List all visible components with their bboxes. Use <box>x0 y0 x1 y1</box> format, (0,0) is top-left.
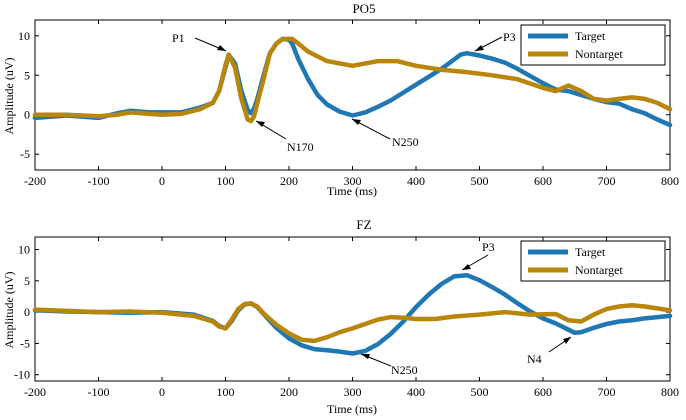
x-tick-label: 800 <box>661 385 679 399</box>
legend-label-target: Target <box>575 245 606 259</box>
y-tick-label: 5 <box>24 274 30 288</box>
annotation-n250-arrowhead <box>352 119 361 125</box>
annotations: P1 N170 N250 P3 <box>172 30 516 154</box>
series-line-nontarget <box>32 36 673 124</box>
y-tick-label: 10 <box>18 29 30 43</box>
series-layer <box>32 272 673 356</box>
series-line-nontarget <box>32 301 673 344</box>
x-ticks: -200 -100 0 100 200 300 400 500 600 700 800 <box>24 237 679 399</box>
x-tick-label: 700 <box>598 174 616 188</box>
x-tick-label: 200 <box>280 385 298 399</box>
annotation-p3: P3 <box>503 30 516 44</box>
x-ticks: -200 -100 0 100 200 300 400 500 600 700 800 <box>24 20 679 188</box>
x-tick-label: 700 <box>598 385 616 399</box>
panel-fz: FZ -10 -5 0 5 10 -200 -100 0 100 200 300 400 500 600… <box>2 217 679 416</box>
annotation-p3-arrowhead <box>462 264 471 270</box>
x-tick-label: 400 <box>407 385 425 399</box>
annotation-n4-arrowhead <box>563 337 571 344</box>
x-tick-label: 500 <box>471 385 489 399</box>
x-tick-label: 500 <box>471 174 489 188</box>
x-tick-label: 0 <box>159 174 165 188</box>
x-tick-label: 600 <box>534 385 552 399</box>
annotation-n250-arrowhead <box>361 354 370 359</box>
x-axis-label: Time (ms) <box>327 402 377 416</box>
annotation-p1: P1 <box>172 31 185 45</box>
panel-po5: PO5 -5 0 5 10 -200 -100 0 100 200 300 400 500 600 70… <box>2 1 679 198</box>
y-axis-label: Amplitude (uV) <box>2 272 16 349</box>
legend-label-nontarget: Nontarget <box>575 263 623 277</box>
annotations: P3 N250 N4 <box>360 240 572 377</box>
x-axis-label: Time (ms) <box>327 184 377 198</box>
x-tick-label: -100 <box>88 385 110 399</box>
x-tick-label: -200 <box>24 174 46 188</box>
y-tick-label: -10 <box>14 368 30 382</box>
annotation-n170-arrowhead <box>256 121 265 127</box>
y-ticks: -10 -5 0 5 10 <box>14 243 670 382</box>
x-tick-label: 400 <box>407 174 425 188</box>
annotation-n170: N170 <box>287 140 314 154</box>
x-tick-label: 0 <box>159 385 165 399</box>
annotation-n4: N4 <box>527 352 542 366</box>
legend: Target Nontarget <box>520 24 666 66</box>
annotation-n250: N250 <box>391 363 418 377</box>
x-tick-label: -200 <box>24 385 46 399</box>
panel-title: PO5 <box>352 1 375 16</box>
series-line-target <box>32 272 673 356</box>
legend-label-target: Target <box>575 29 606 43</box>
y-tick-label: -5 <box>20 147 30 161</box>
legend-box <box>520 240 666 282</box>
annotation-p3-arrowhead <box>475 45 484 51</box>
y-ticks: -5 0 5 10 <box>18 29 670 161</box>
annotation-n250: N250 <box>392 135 419 149</box>
legend-box <box>520 24 666 66</box>
y-axis-label: Amplitude (uV) <box>2 58 16 135</box>
x-tick-label: 100 <box>217 385 235 399</box>
x-tick-label: -100 <box>88 174 110 188</box>
x-tick-label: 100 <box>217 174 235 188</box>
annotation-p1-arrowhead <box>217 45 226 51</box>
y-tick-label: 0 <box>24 108 30 122</box>
x-tick-label: 200 <box>280 174 298 188</box>
y-tick-label: -5 <box>20 336 30 350</box>
legend-label-nontarget: Nontarget <box>575 47 623 61</box>
y-tick-label: 0 <box>24 305 30 319</box>
legend: Target Nontarget <box>520 240 666 282</box>
x-tick-label: 600 <box>534 174 552 188</box>
x-tick-label: 800 <box>661 174 679 188</box>
series-layer <box>32 36 673 128</box>
y-tick-label: 5 <box>24 68 30 82</box>
x-tick-label: 300 <box>344 385 362 399</box>
annotation-p3: P3 <box>482 240 495 254</box>
panel-title: FZ <box>356 217 371 232</box>
y-tick-label: 10 <box>18 243 30 257</box>
x-tick-label: 300 <box>344 174 362 188</box>
